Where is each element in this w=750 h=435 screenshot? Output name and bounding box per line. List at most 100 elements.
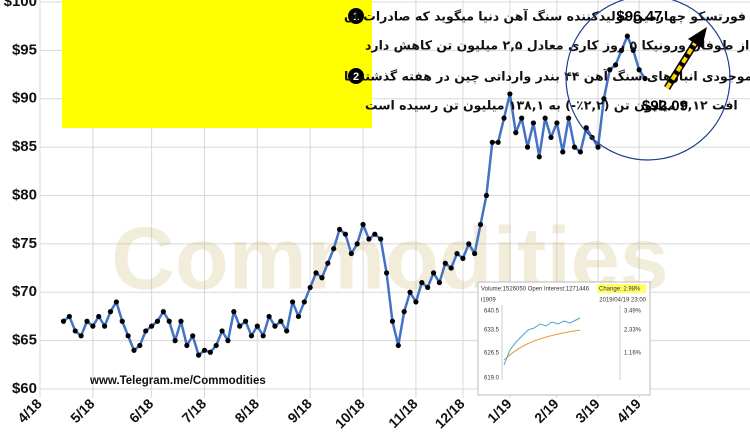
point [577,149,583,155]
inset-left-label: 626.5 [484,351,500,357]
point [178,318,184,324]
point [513,130,519,136]
point [460,255,466,261]
point [560,149,566,155]
point [630,47,636,53]
point [60,318,67,324]
inset-change: Change: 2.98% [599,287,641,293]
inset-time: 2019/04/19 23:00 [599,298,646,304]
plot [60,33,648,358]
inset-right-label: 3.49% [624,309,642,315]
point [372,231,378,237]
y-tick-label: $60 [12,380,37,397]
point [601,96,607,102]
y-tick-label: $80 [12,186,37,203]
inset-frame [477,281,651,396]
point [548,134,554,141]
point [618,47,625,53]
point [131,347,137,353]
x-tick-label: 10/18 [332,395,368,430]
inset: Volume:1526050 Open Interest:1271446 Cha… [477,281,651,396]
point [495,139,501,145]
point [207,349,213,355]
y-tick-label: $85 [12,138,37,155]
point [266,313,272,320]
y-tick-label: $95 [12,41,37,58]
point [301,299,307,305]
point [395,342,401,349]
point [571,144,578,150]
point [595,144,601,150]
point [96,313,102,320]
note-number: 2 [353,71,359,83]
point [383,270,390,276]
point [366,236,372,242]
y-tick-label: $65 [12,332,37,349]
point [448,265,454,271]
point [507,91,513,97]
point [354,241,360,247]
point [201,347,208,353]
note-line: موجودی انبارهای سنگ آهن ۴۴ بندر وارداتی … [344,69,750,84]
inset-average [503,329,581,361]
point [325,260,331,266]
inset-status: Volume:1526050 Open Interest:1271446 [481,287,590,293]
point [554,120,560,126]
point [231,309,237,315]
point [389,318,396,324]
point [254,323,260,329]
y-tick-label: $100 [4,0,37,10]
point [524,144,531,150]
arrow-shaft [664,38,700,90]
point [166,318,172,324]
point [319,275,325,281]
point [72,328,78,334]
note-box: 1 2 فورتسکو چهارمین تولیدکننده سنگ آهن د… [62,0,750,128]
point [378,236,384,242]
point [360,221,366,228]
data-label: $92.09 [642,97,688,114]
point [536,154,542,160]
point [102,323,108,329]
point [154,318,161,324]
point [331,246,337,252]
point [219,328,225,334]
point [425,284,431,291]
price-line [62,34,647,357]
point [125,333,131,339]
inset-left-label: 640.5 [484,309,500,315]
point [342,231,349,237]
point [237,323,243,329]
point [466,241,472,247]
point [348,250,354,257]
point [160,309,166,315]
point [624,33,630,39]
point [184,342,190,349]
point [413,299,419,305]
point [225,338,231,344]
x-tick-label: 2/19 [531,395,562,426]
x-tick-label: 9/18 [284,395,315,426]
trend-arrow [664,27,707,90]
note-line: افت ۳,۱۲ میلیون تن (۲,۲٪-) به ۱۳۸,۱ میلی… [365,98,738,113]
inset-right-label: 1.16% [624,351,642,357]
inset-left-label: 633.5 [484,328,500,334]
point [90,323,96,329]
point [107,309,114,315]
inset-left-label: 619.0 [484,376,500,382]
point [519,115,525,121]
point [272,323,278,329]
point [313,270,319,276]
point [436,279,443,286]
point [213,342,219,349]
point [542,115,548,121]
inset-highlight [597,284,646,293]
point [613,62,619,68]
x-tick-label: 8/18 [231,395,262,426]
inset-symbol: i1909 [481,298,496,304]
point [442,260,448,266]
point [113,299,119,305]
point [566,115,572,121]
point [430,270,437,276]
